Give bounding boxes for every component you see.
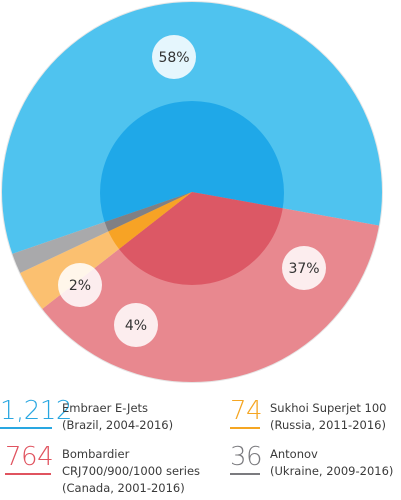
pie-slice-inner-bombardier (100, 192, 284, 285)
pct-label-bombardier: 37% (288, 261, 319, 277)
pie-chart-svg: 58% 37% 4% 2% (1, 1, 383, 383)
pct-label-antonov: 2% (69, 278, 91, 294)
pie-chart: 58% 37% 4% 2% (1, 1, 383, 383)
legend-rule-embraer (0, 427, 52, 429)
pct-label-sukhoi: 4% (125, 318, 147, 334)
pct-bubble-embraer (152, 35, 196, 79)
legend-item-antonov: 36 Antonov (Ukraine, 2009-2016) (230, 443, 401, 483)
pct-label-embraer: 58% (158, 50, 189, 66)
pie-slice-bombardier (2, 192, 382, 382)
legend-label-embraer: Embraer E-Jets (Brazil, 2004-2016) (62, 401, 174, 432)
legend-value-bombardier: 764 (5, 442, 54, 472)
legend-item-bombardier: 764 Bombardier CRJ700/900/1000 series (C… (5, 443, 225, 500)
legend-label-antonov: Antonov (Ukraine, 2009-2016) (270, 447, 394, 478)
legend-label-bombardier: Bombardier CRJ700/900/1000 series (Canad… (62, 447, 201, 495)
pct-bubble-antonov (58, 263, 102, 307)
legend-value-antonov: 36 (230, 442, 263, 472)
legend-item-sukhoi: 74 Sukhoi Superjet 100 (Russia, 2011-201… (230, 397, 401, 437)
legend-rule-bombardier (5, 473, 51, 475)
legend-value-sukhoi: 74 (230, 396, 263, 426)
legend-value-embraer: 1,212 (0, 396, 72, 426)
pct-bubble-sukhoi (114, 303, 158, 347)
legend-rule-antonov (230, 473, 260, 475)
legend-label-sukhoi: Sukhoi Superjet 100 (Russia, 2011-2016) (270, 401, 387, 432)
legend-item-embraer: 1,212 Embraer E-Jets (Brazil, 2004-2016) (0, 397, 200, 437)
legend-rule-sukhoi (230, 427, 260, 429)
pct-bubble-bombardier (282, 246, 326, 290)
